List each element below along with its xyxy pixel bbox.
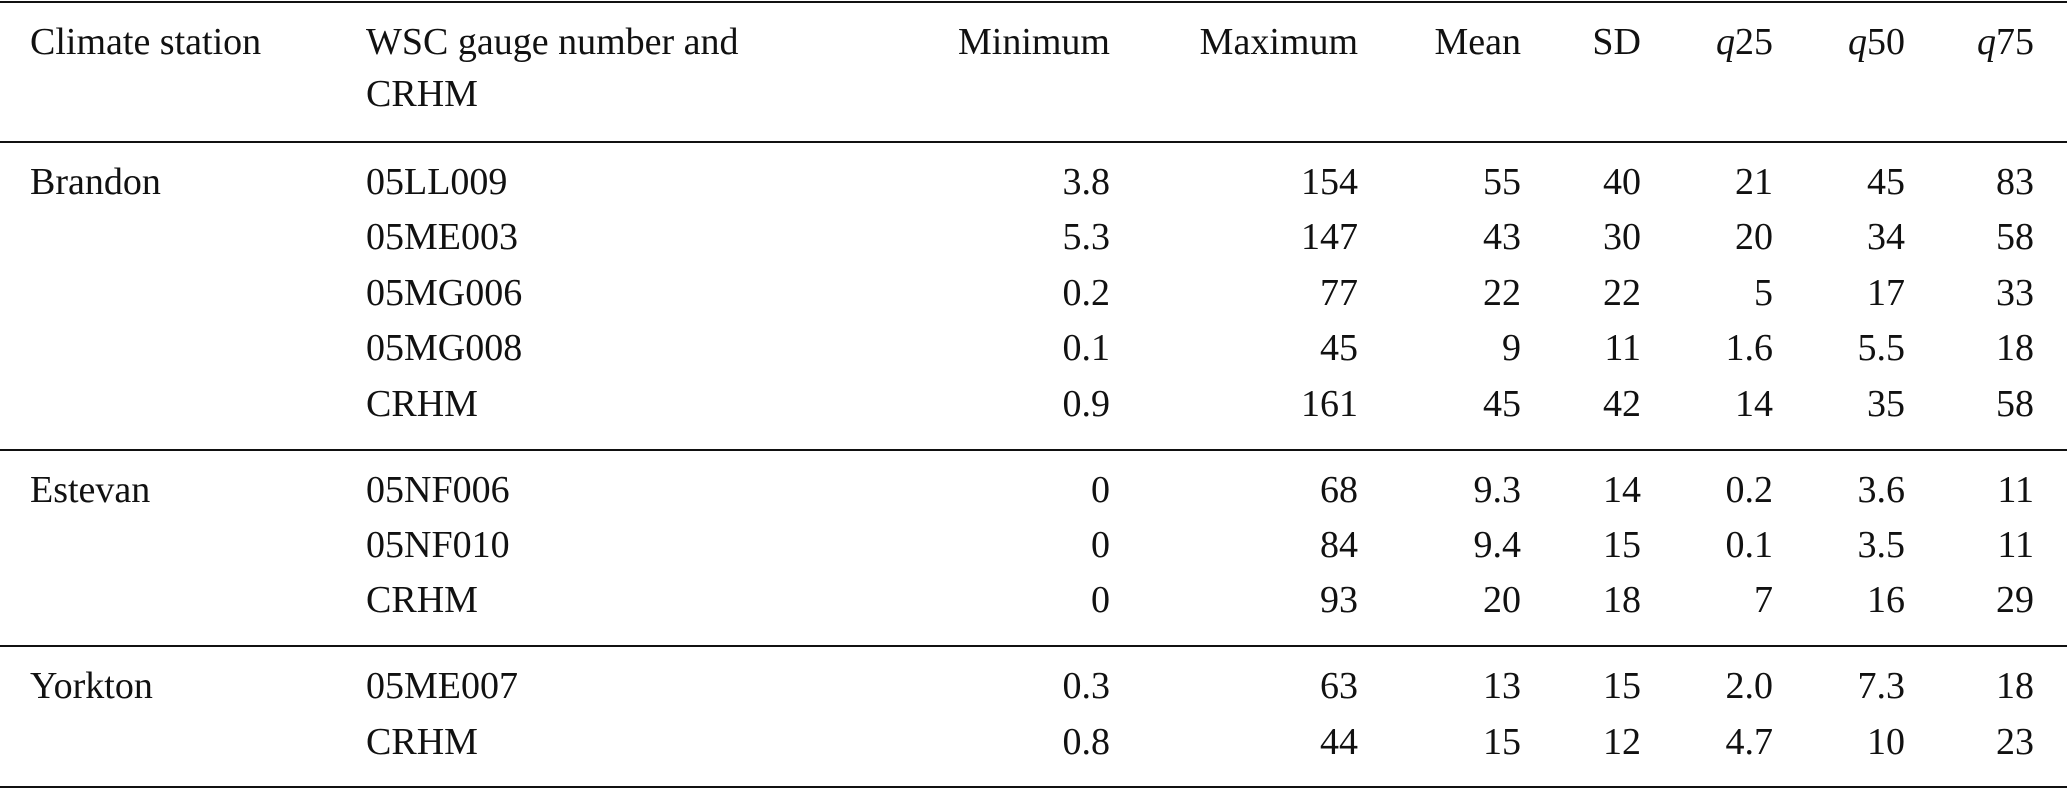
value-cell: 11 (1604, 327, 1641, 370)
value-cell: 15 (1603, 524, 1641, 566)
value-cell: 42 (1603, 382, 1641, 425)
gauge-id: CRHM (366, 579, 478, 622)
value-cell: 40 (1603, 161, 1641, 203)
value-cell: 0 (1091, 468, 1110, 511)
value-cell: 3.5 (1857, 524, 1906, 566)
value-cell: 5 (1754, 271, 1773, 314)
value-cell: 22 (1603, 271, 1641, 314)
value-cell: 20 (1735, 216, 1773, 259)
value-cell: 20 (1483, 579, 1521, 622)
station-name: Estevan (30, 468, 151, 511)
value-cell: 29 (1996, 579, 2034, 622)
value-cell: 18 (1996, 327, 2034, 370)
value-cell: 0.1 (1062, 327, 1111, 370)
value-cell: 43 (1483, 216, 1521, 259)
value-cell: 45 (1483, 382, 1521, 425)
column-header: SD (1592, 21, 1641, 63)
value-cell: 17 (1867, 271, 1905, 314)
value-cell: 22 (1483, 271, 1521, 314)
value-cell: 154 (1301, 161, 1358, 203)
value-cell: 63 (1320, 665, 1358, 708)
value-cell: 14 (1603, 468, 1641, 511)
value-cell: 58 (1996, 216, 2034, 259)
value-cell: 1.6 (1725, 327, 1774, 370)
value-cell: 93 (1320, 579, 1358, 622)
value-cell: 55 (1483, 161, 1521, 203)
value-cell: 9.3 (1473, 468, 1522, 511)
group-rule (0, 645, 2067, 648)
gauge-id: 05ME007 (366, 665, 518, 708)
value-cell: 11 (1997, 468, 2034, 511)
value-cell: 21 (1735, 161, 1773, 203)
value-cell: 13 (1483, 665, 1521, 708)
gauge-id: 05LL009 (366, 161, 508, 203)
gauge-id: CRHM (366, 382, 478, 425)
value-cell: 0 (1091, 579, 1110, 622)
value-cell: 0.9 (1062, 382, 1111, 425)
column-header: Minimum (957, 21, 1110, 63)
gauge-id: CRHM (366, 720, 478, 763)
gauge-id: 05NF010 (366, 524, 510, 566)
value-cell: 14 (1735, 382, 1773, 425)
value-cell: 2.0 (1725, 665, 1774, 708)
value-cell: 161 (1301, 382, 1358, 425)
station-name: Yorkton (30, 665, 153, 708)
value-cell: 0.8 (1062, 720, 1111, 763)
gauge-id: 05ME003 (366, 216, 518, 259)
value-cell: 23 (1996, 720, 2034, 763)
value-cell: 18 (1996, 665, 2034, 708)
value-cell: 45 (1867, 161, 1905, 203)
value-cell: 11 (1997, 524, 2034, 566)
value-cell: 84 (1320, 524, 1358, 566)
value-cell: 45 (1320, 327, 1358, 370)
group-rule (0, 448, 2067, 451)
top-rule (0, 1, 2067, 3)
value-cell: 4.7 (1725, 720, 1774, 763)
value-cell: 147 (1301, 216, 1358, 259)
value-cell: 58 (1996, 382, 2034, 425)
value-cell: 3.8 (1062, 161, 1111, 203)
gauge-id: 05MG006 (366, 271, 523, 314)
value-cell: 0.1 (1725, 524, 1774, 566)
column-header: Maximum (1199, 21, 1358, 63)
value-cell: 7.3 (1857, 665, 1906, 708)
value-cell: 83 (1996, 161, 2034, 203)
column-header: WSC gauge number and CRHM (366, 21, 739, 115)
column-header: Climate station (30, 21, 262, 63)
value-cell: 33 (1996, 271, 2034, 314)
value-cell: 44 (1320, 720, 1358, 763)
value-cell: 68 (1320, 468, 1358, 511)
value-cell: 34 (1867, 216, 1905, 259)
value-cell: 15 (1603, 665, 1641, 708)
column-header: q75 (1977, 21, 2034, 63)
value-cell: 30 (1603, 216, 1641, 259)
value-cell: 7 (1754, 579, 1773, 622)
station-name: Brandon (30, 161, 161, 203)
value-cell: 16 (1867, 579, 1905, 622)
value-cell: 0.2 (1062, 271, 1111, 314)
gauge-id: 05MG008 (366, 327, 523, 370)
value-cell: 15 (1483, 720, 1521, 763)
value-cell: 0.3 (1062, 665, 1111, 708)
gauge-id: 05NF006 (366, 468, 510, 511)
column-header: q50 (1848, 21, 1905, 63)
value-cell: 9.4 (1473, 524, 1522, 566)
value-cell: 5.3 (1062, 216, 1111, 259)
value-cell: 9 (1502, 327, 1521, 370)
value-cell: 0.2 (1725, 468, 1774, 511)
column-header: q25 (1716, 21, 1773, 63)
header-rule (0, 141, 2067, 143)
value-cell: 3.6 (1857, 468, 1906, 511)
value-cell: 77 (1320, 271, 1358, 314)
value-cell: 12 (1603, 720, 1641, 763)
value-cell: 18 (1603, 579, 1641, 622)
value-cell: 35 (1867, 382, 1905, 425)
value-cell: 0 (1091, 524, 1110, 566)
bottom-rule (0, 786, 2067, 788)
value-cell: 5.5 (1857, 327, 1906, 370)
column-header: Mean (1434, 21, 1521, 63)
value-cell: 10 (1867, 720, 1905, 763)
